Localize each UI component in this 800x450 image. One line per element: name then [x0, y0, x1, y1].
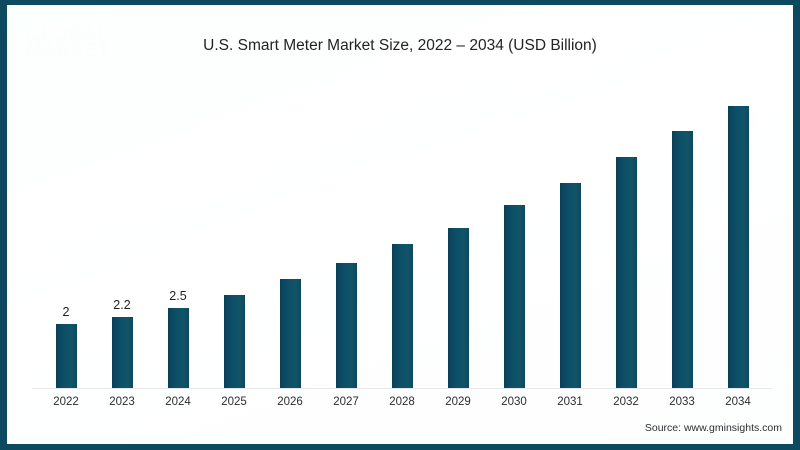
- bar-slot: 2: [38, 80, 94, 388]
- x-tick-2032: 2032: [613, 396, 639, 408]
- bar-value-label-2023: 2.2: [113, 298, 131, 313]
- bar-value-label-2024: 2.5: [169, 288, 187, 303]
- bar-value-label-2022: 2: [62, 304, 70, 319]
- x-tick-2031: 2031: [557, 396, 583, 408]
- bar-slot: [486, 80, 542, 388]
- bar-2032[interactable]: [616, 157, 637, 388]
- x-tick-2026: 2026: [277, 396, 303, 408]
- bar-slot: 2.5: [150, 80, 206, 388]
- bar-2023[interactable]: [112, 317, 133, 388]
- bar-series: 2 2.2 2.5: [32, 80, 772, 388]
- bar-2029[interactable]: [448, 227, 469, 388]
- x-tick-2027: 2027: [333, 396, 359, 408]
- bar-slot: [542, 80, 598, 388]
- x-axis-line: [32, 388, 772, 389]
- frame-border-bottom: [0, 444, 800, 450]
- frame-border-top: [0, 0, 800, 5]
- bar-slot: [710, 80, 766, 388]
- x-tick-2022: 2022: [53, 396, 79, 408]
- x-tick-2030: 2030: [501, 396, 527, 408]
- x-tick-2028: 2028: [389, 396, 415, 408]
- bar-2027[interactable]: [336, 262, 357, 388]
- watermark-title: GLOBAL MARKET: [26, 25, 111, 61]
- bar-2024[interactable]: [168, 307, 189, 388]
- x-tick-2033: 2033: [669, 396, 695, 408]
- bar-slot: [430, 80, 486, 388]
- source-note: Source: www.gminsights.com: [644, 422, 782, 434]
- x-tick-2024: 2024: [165, 396, 191, 408]
- bar-slot: [598, 80, 654, 388]
- frame-border-right: [793, 0, 800, 450]
- bar-2026[interactable]: [280, 278, 301, 388]
- watermark-subtitle: INSIGHTS: [26, 60, 77, 70]
- bar-2031[interactable]: [560, 182, 581, 388]
- bar-2030[interactable]: [504, 205, 525, 388]
- frame-border-left: [0, 0, 7, 450]
- x-axis-labels: 2022 2023 2024 2025 2026 2027 2028 2029 2030 2031…: [32, 396, 772, 416]
- bar-slot: [654, 80, 710, 388]
- x-tick-2023: 2023: [109, 396, 135, 408]
- x-tick-2025: 2025: [221, 396, 247, 408]
- bar-slot: [206, 80, 262, 388]
- bar-2028[interactable]: [392, 243, 413, 388]
- x-tick-2029: 2029: [445, 396, 471, 408]
- bar-slot: [318, 80, 374, 388]
- watermark-logo: GLOBAL MARKET INSIGHTS: [26, 25, 130, 70]
- bar-2025[interactable]: [224, 294, 245, 388]
- plot-area: 2 2.2 2.5: [32, 80, 772, 390]
- bar-2034[interactable]: [728, 105, 749, 388]
- chart-title: U.S. Smart Meter Market Size, 2022 – 203…: [203, 37, 597, 54]
- x-tick-2034: 2034: [725, 396, 751, 408]
- bar-2022[interactable]: [56, 323, 77, 388]
- bar-2033[interactable]: [672, 131, 693, 388]
- bar-slot: [374, 80, 430, 388]
- bar-slot: [262, 80, 318, 388]
- bar-slot: 2.2: [94, 80, 150, 388]
